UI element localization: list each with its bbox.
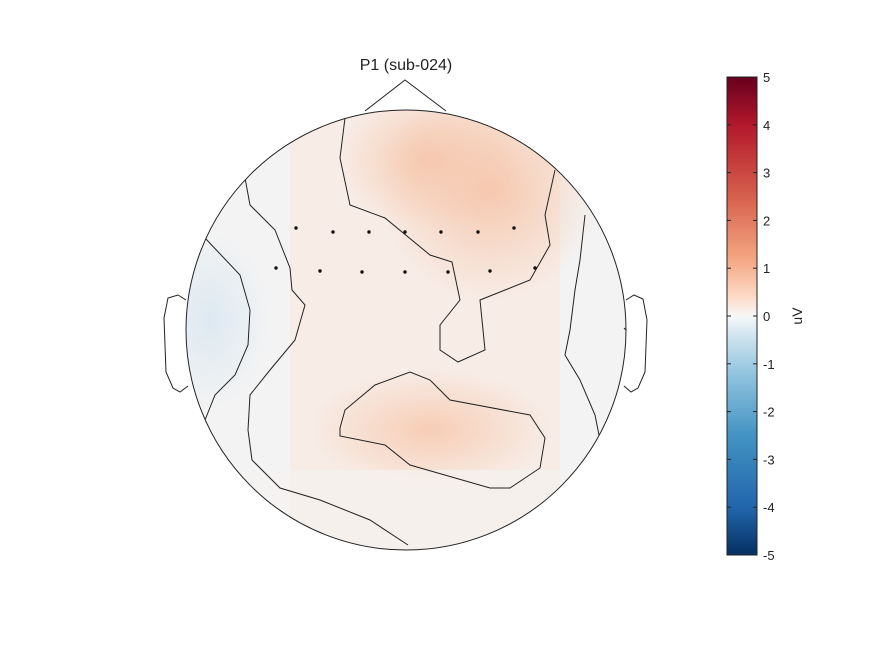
electrode-dot bbox=[331, 230, 335, 234]
electrode-dot bbox=[294, 226, 298, 230]
colorbar-tick-label: 2 bbox=[763, 213, 770, 228]
colorbar-tick-label: -4 bbox=[763, 500, 775, 515]
contour-right bbox=[564, 214, 601, 441]
electrode-dot bbox=[318, 269, 322, 273]
electrode-dot bbox=[403, 270, 407, 274]
colorbar-gradient bbox=[726, 76, 758, 556]
electrode-dot bbox=[533, 266, 537, 270]
field-parietal bbox=[310, 370, 550, 490]
contour-left-upper bbox=[244, 177, 409, 546]
contour-parietal bbox=[339, 371, 546, 489]
colorbar-tick-label: 1 bbox=[763, 261, 770, 276]
colorbar-tick-label: 3 bbox=[763, 166, 770, 181]
colorbar-tick-label: -5 bbox=[763, 548, 775, 563]
head-outline bbox=[185, 109, 627, 551]
colorbar-label: uV bbox=[789, 307, 805, 325]
electrode-markers bbox=[274, 226, 537, 274]
contour-right-edge bbox=[623, 327, 626, 333]
electrode-dot bbox=[512, 226, 516, 230]
electrode-dot bbox=[403, 230, 407, 234]
colorbar-tick-label: -3 bbox=[763, 452, 775, 467]
field-left-temporal bbox=[186, 230, 270, 410]
electrode-dot bbox=[274, 266, 278, 270]
head-ear-right bbox=[623, 294, 648, 393]
colorbar-tick-label: -1 bbox=[763, 357, 775, 372]
electrode-dot bbox=[446, 270, 450, 274]
electrode-dot bbox=[488, 269, 492, 273]
head-nose bbox=[364, 79, 447, 112]
field-occipital bbox=[200, 470, 620, 550]
head-ear-left bbox=[163, 294, 189, 393]
colorbar-tick-label: -2 bbox=[763, 405, 775, 420]
electrode-dot bbox=[360, 270, 364, 274]
contour-frontal-outer bbox=[339, 117, 556, 363]
electrode-dot bbox=[439, 230, 443, 234]
colorbar-tick-label: 5 bbox=[763, 70, 770, 85]
plot-title: P1 (sub-024) bbox=[360, 57, 453, 74]
colorbar-ticks: 5 4 3 2 1 0 -1 -2 -3 -4 -5 bbox=[727, 70, 775, 563]
colorbar-tick-label: 0 bbox=[763, 309, 770, 324]
contour-left-temporal bbox=[204, 237, 251, 421]
contour-lines bbox=[204, 117, 626, 546]
scalp-field bbox=[186, 110, 626, 550]
field-frontal-mid bbox=[340, 110, 520, 230]
colorbar: 5 4 3 2 1 0 -1 -2 -3 -4 -5 uV bbox=[726, 70, 805, 563]
field-neutral-right bbox=[560, 110, 626, 550]
colorbar-tick-label: 4 bbox=[763, 118, 770, 133]
electrode-dot bbox=[367, 230, 371, 234]
electrode-dot bbox=[476, 230, 480, 234]
